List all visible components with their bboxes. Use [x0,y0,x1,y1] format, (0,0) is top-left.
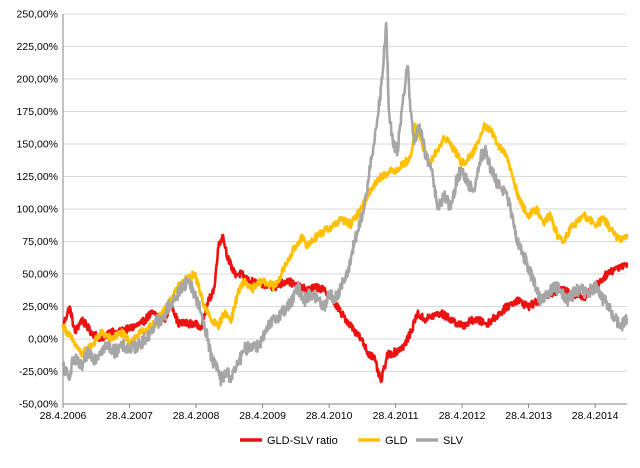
y-tick-label: 250,00% [17,9,58,21]
y-tick-label: 225,00% [17,41,58,53]
x-tick-label: 28.4.2007 [106,410,153,422]
y-tick-label: -25,00% [19,366,58,378]
y-tick-label: 50,00% [22,269,58,281]
x-tick-label: 28.4.2010 [306,410,353,422]
y-tick-label: 25,00% [22,301,58,313]
legend: GLD-SLV ratio GLD SLV [240,435,464,447]
series-line-gld-slv-ratio [61,233,629,384]
y-tick-label: 150,00% [17,139,58,151]
legend-label: SLV [443,435,464,447]
y-tick-label: 75,00% [22,236,58,248]
series-line-slv [61,21,629,387]
y-tick-label: 100,00% [17,204,58,216]
legend-label: GLD-SLV ratio [267,435,338,447]
x-tick-label: 28.4.2014 [572,410,619,422]
x-tick-label: 28.4.2012 [439,410,486,422]
y-tick-label: 200,00% [17,74,58,86]
gridlines [63,13,627,405]
y-tick-label: 0,00% [28,334,58,346]
x-tick-label: 28.4.2008 [173,410,220,422]
x-tick-label: 28.4.2006 [40,410,87,422]
axes: -50,00% -25,00% 0,00% 25,00% 50,00% 75,00% 100… [17,9,627,422]
legend-label: GLD [385,435,408,447]
series-lines [61,21,629,387]
y-tick-label: 125,00% [17,171,58,183]
x-tick-label: 28.4.2013 [505,410,552,422]
y-tick-label: -50,00% [19,399,58,411]
x-tick-label: 28.4.2011 [373,410,419,422]
y-tick-label: 175,00% [17,106,58,118]
x-tick-label: 28.4.2009 [239,410,286,422]
